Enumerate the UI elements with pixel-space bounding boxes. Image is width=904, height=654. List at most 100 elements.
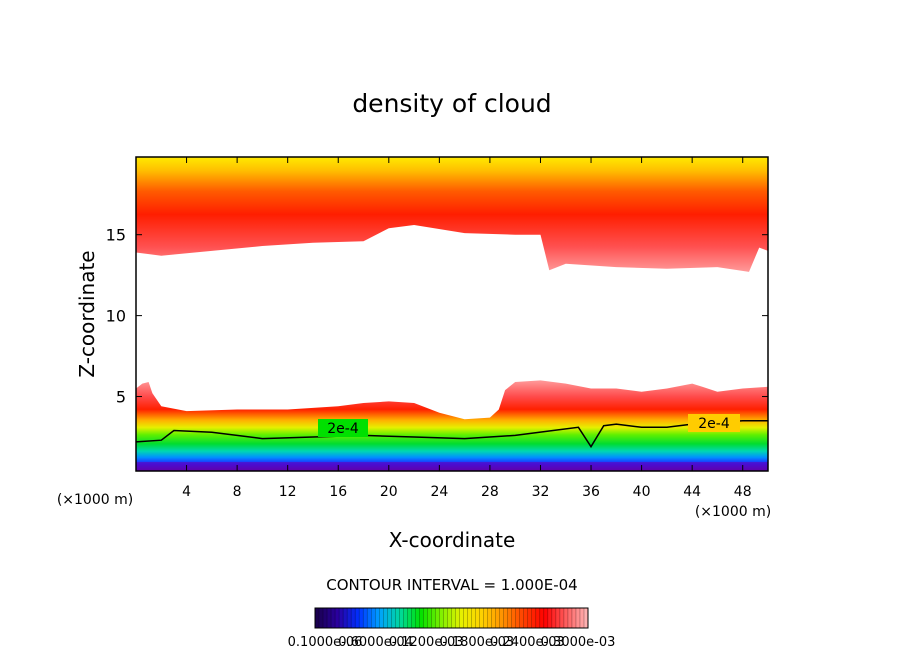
- colorbar-band: [479, 608, 485, 628]
- colorbar-band: [319, 608, 324, 628]
- contour-label-bg-left: [318, 419, 368, 437]
- colorbar-band: [423, 608, 428, 628]
- colorbar-band: [391, 608, 396, 628]
- colorbar-band: [555, 608, 561, 628]
- y-tick-label: 10: [106, 307, 126, 326]
- colorbar-band: [443, 608, 448, 628]
- colorbar-band: [407, 608, 412, 628]
- colorbar-band: [315, 608, 320, 628]
- colorbar-band: [387, 608, 392, 628]
- colorbar-band: [463, 608, 468, 628]
- colorbar-band: [487, 608, 493, 628]
- surface-shading: [136, 462, 768, 471]
- colorbar-band: [451, 608, 456, 628]
- colorbar-band: [403, 608, 408, 628]
- colorbar-band: [359, 608, 364, 628]
- colorbar-band: [323, 608, 328, 628]
- colorbar-band: [343, 608, 348, 628]
- colorbar-band: [523, 608, 529, 628]
- colorbar-band: [511, 608, 517, 628]
- colorbar-band: [499, 608, 505, 628]
- colorbar-band: [415, 608, 420, 628]
- colorbar-labels: 0.1000e-060.6000e-040.1200e-030.1800e-03…: [288, 635, 616, 650]
- colorbar-band: [379, 608, 384, 628]
- x-unit-label-left: (×1000 m): [57, 492, 133, 508]
- y-axis-label: Z-coordinate: [75, 250, 99, 377]
- x-axis-label: X-coordinate: [389, 528, 516, 552]
- colorbar-band: [399, 608, 404, 628]
- colorbar-band: [543, 608, 549, 628]
- y-tick-label: 5: [116, 388, 126, 407]
- colorbar-band: [583, 608, 589, 628]
- colorbar-band: [551, 608, 557, 628]
- colorbar-tick-label: 0.1200e-03: [389, 635, 464, 650]
- colorbar-band: [527, 608, 533, 628]
- colorbar-band: [531, 608, 537, 628]
- x-tick-label: 20: [380, 484, 398, 500]
- y-axis-ticks: 5 10 15: [106, 226, 768, 407]
- colorbar-band: [507, 608, 513, 628]
- colorbar-band: [467, 608, 472, 628]
- upper-cloud-layer: [136, 157, 768, 272]
- colorbar-band: [363, 608, 368, 628]
- colorbar-band: [371, 608, 376, 628]
- x-tick-label: 28: [481, 484, 499, 500]
- colorbar-band: [395, 608, 400, 628]
- colorbar-band: [439, 608, 444, 628]
- colorbar-band: [431, 608, 436, 628]
- x-axis-ticks: 4 8 12 16 20 24 28 32 36 40 44 48: [182, 157, 752, 500]
- colorbar-tick-label: 0.1000e-06: [288, 635, 363, 650]
- colorbar-band: [367, 608, 372, 628]
- colorbar-band: [327, 608, 332, 628]
- colorbar-band: [331, 608, 336, 628]
- colorbar-band: [459, 608, 464, 628]
- colorbar-band: [579, 608, 585, 628]
- colorbar-band: [375, 608, 380, 628]
- x-tick-label: 36: [582, 484, 600, 500]
- colorbar-band: [339, 608, 344, 628]
- colorbar-tick-label: 0.2400e-03: [490, 635, 565, 650]
- chart-title: density of cloud: [352, 89, 551, 118]
- lower-cloud-layer: [136, 380, 768, 471]
- x-tick-label: 8: [233, 484, 242, 500]
- colorbar-band: [427, 608, 432, 628]
- colorbar-band: [347, 608, 352, 628]
- x-tick-label: 16: [329, 484, 347, 500]
- contour-line-2e-4: [136, 420, 768, 449]
- colorbar-tick-label: 0.3000e-03: [541, 635, 616, 650]
- plot-frame: [135, 156, 769, 472]
- colorbar-tick-label: 0.1800e-03: [439, 635, 514, 650]
- colorbar-band: [355, 608, 360, 628]
- colorbar-frame: [314, 607, 589, 629]
- colorbar-band: [495, 608, 501, 628]
- colorbar-band: [519, 608, 525, 628]
- colorbar-band: [383, 608, 388, 628]
- x-tick-label: 12: [279, 484, 297, 500]
- x-tick-label: 48: [734, 484, 752, 500]
- colorbar-band: [547, 608, 553, 628]
- colorbar-band: [575, 608, 581, 628]
- colorbar-band: [503, 608, 509, 628]
- x-tick-label: 32: [532, 484, 550, 500]
- x-tick-label: 44: [683, 484, 701, 500]
- colorbar-band: [475, 608, 480, 628]
- contour-label-left: 2e-4: [327, 421, 359, 437]
- colorbar-band: [447, 608, 452, 628]
- x-tick-label: 40: [633, 484, 651, 500]
- colorbar-band: [455, 608, 460, 628]
- contour-interval-text: CONTOUR INTERVAL = 1.000E-04: [326, 576, 577, 594]
- colorbar-band: [563, 608, 569, 628]
- colorbar-band: [419, 608, 424, 628]
- colorbar-band: [559, 608, 565, 628]
- colorbar-band: [491, 608, 497, 628]
- contour-label-right: 2e-4: [698, 416, 730, 432]
- colorbar-band: [411, 608, 416, 628]
- colorbar: [314, 608, 589, 628]
- colorbar-band: [335, 608, 340, 628]
- colorbar-band: [515, 608, 521, 628]
- colorbar-band: [471, 608, 476, 628]
- colorbar-tick-label: 0.6000e-04: [338, 635, 413, 650]
- contour-label-bg-right: [688, 414, 740, 432]
- colorbar-band: [535, 608, 541, 628]
